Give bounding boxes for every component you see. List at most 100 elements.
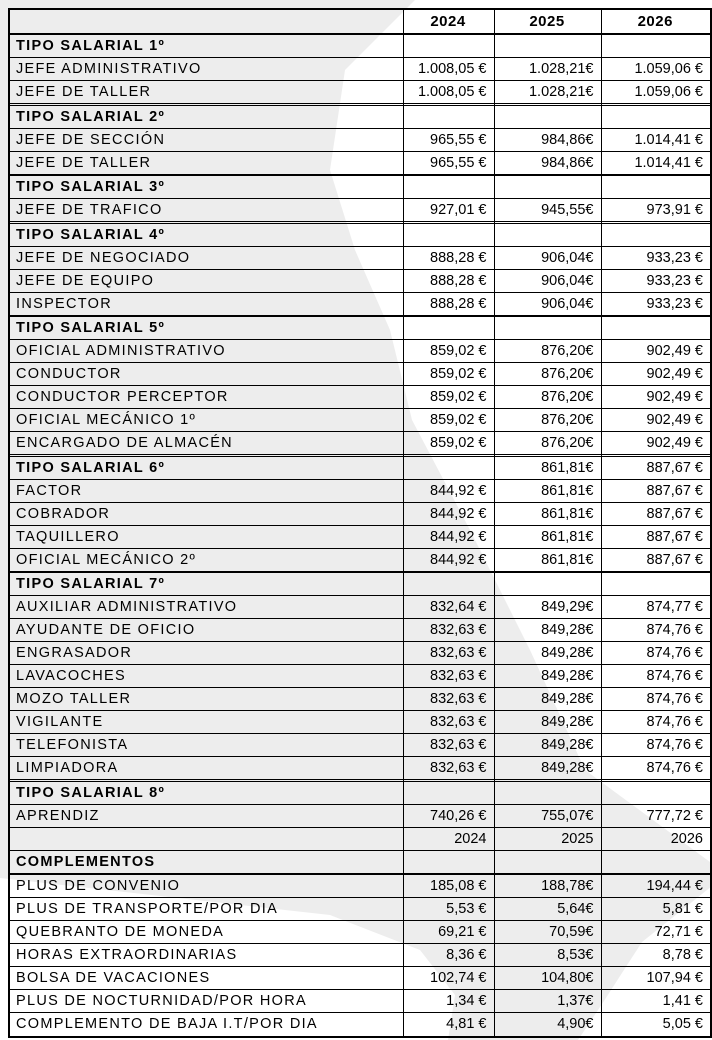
value-cell-2024: 832,63 € xyxy=(402,733,495,758)
value-cell-2026: 107,94 € xyxy=(600,966,712,991)
value-cell-2026: 887,67 € xyxy=(600,478,712,503)
value-cell-2025: 849,28€ xyxy=(493,733,602,758)
row-label-cell: BOLSA DE VACACIONES xyxy=(8,966,404,991)
value-cell-2025: 945,55€ xyxy=(493,198,602,223)
row-label-cell: HORAS EXTRAORDINARIAS xyxy=(8,943,404,968)
table-row: TIPO SALARIAL 2º xyxy=(8,104,712,129)
salary-table: 2024 2025 2026 TIPO SALARIAL 1º JEFE ADMINIS… xyxy=(8,8,712,1038)
value-cell-2024: 859,02 € xyxy=(402,431,495,456)
table-row xyxy=(8,221,712,225)
value-cell-2024: 2024 xyxy=(402,826,495,851)
value-cell-2024 xyxy=(402,455,495,480)
row-label-cell: AYUDANTE DE OFICIO xyxy=(8,618,404,643)
table-row: OFICIAL ADMINISTRATIVO 859,02 €876,20€ 902… xyxy=(8,339,712,364)
row-label-cell: TIPO SALARIAL 4º xyxy=(8,222,404,247)
table-row xyxy=(8,103,712,107)
value-cell-2025: 188,78€ xyxy=(493,874,602,899)
table-row: COBRADOR 844,92 €861,81€ 887,67 € xyxy=(8,501,712,526)
value-cell-2026: 1.014,41 € xyxy=(600,127,712,152)
value-cell-2024: 8,36 € xyxy=(402,943,495,968)
row-label-cell: JEFE DE TRAFICO xyxy=(8,198,404,223)
value-cell-2024 xyxy=(402,316,495,341)
value-cell-2025: 906,04€ xyxy=(493,291,602,316)
table-row: PLUS DE NOCTURNIDAD/POR HORA 1,34 €1,37€ 1… xyxy=(8,989,712,1014)
value-cell-2025: 861,81€ xyxy=(493,455,602,480)
row-label-cell: TIPO SALARIAL 1º xyxy=(8,34,404,59)
value-cell-2026 xyxy=(600,872,712,876)
value-cell-2024: 844,92 € xyxy=(402,478,495,503)
table-row xyxy=(8,872,712,876)
value-cell-2025: 876,20€ xyxy=(493,408,602,433)
value-cell-2026: 902,49 € xyxy=(600,431,712,456)
value-cell-2026: 874,76 € xyxy=(600,641,712,666)
value-cell-2026: 1.014,41 € xyxy=(600,150,712,175)
value-cell-2026: 874,76 € xyxy=(600,664,712,689)
table-row: PLUS DE TRANSPORTE/POR DIA 5,53 €5,64€ 5,8… xyxy=(8,897,712,922)
value-cell-2026 xyxy=(600,572,712,597)
table-row: PLUS DE CONVENIO 185,08 €188,78€ 194,44 € xyxy=(8,874,712,899)
value-cell-2024: 2024 xyxy=(402,8,495,34)
row-label-cell: TAQUILLERO xyxy=(8,524,404,549)
row-label-cell: LAVACOCHES xyxy=(8,664,404,689)
value-cell-2024: 859,02 € xyxy=(402,385,495,410)
table-row xyxy=(8,570,712,574)
row-label-cell: COMPLEMENTO DE BAJA I.T/POR DIA xyxy=(8,1012,404,1038)
row-label-cell: TIPO SALARIAL 3º xyxy=(8,175,404,200)
value-cell-2024: 927,01 € xyxy=(402,198,495,223)
row-label-cell: TELEFONISTA xyxy=(8,733,404,758)
value-cell-2026: 1,41 € xyxy=(600,989,712,1014)
value-cell-2025: 1,37€ xyxy=(493,989,602,1014)
value-cell-2025 xyxy=(493,849,602,874)
table-row xyxy=(8,32,712,36)
value-cell-2026 xyxy=(600,104,712,129)
value-cell-2026 xyxy=(600,222,712,247)
row-label-cell: APRENDIZ xyxy=(8,803,404,828)
value-cell-2026: 874,76 € xyxy=(600,687,712,712)
value-cell-2026: 874,76 € xyxy=(600,710,712,735)
value-cell-2026 xyxy=(600,32,712,36)
value-cell-2025: 849,28€ xyxy=(493,641,602,666)
value-cell-2025: 876,20€ xyxy=(493,431,602,456)
row-label-cell: JEFE DE SECCIÓN xyxy=(8,127,404,152)
row-label-cell: MOZO TALLER xyxy=(8,687,404,712)
value-cell-2024: 832,63 € xyxy=(402,687,495,712)
value-cell-2025: 849,28€ xyxy=(493,664,602,689)
row-label-cell: CONDUCTOR PERCEPTOR xyxy=(8,385,404,410)
value-cell-2026: 887,67 € xyxy=(600,524,712,549)
table-row: APRENDIZ 740,26 €755,07€ 777,72 € xyxy=(8,803,712,828)
table-row: TIPO SALARIAL 7º xyxy=(8,572,712,597)
table-row: JEFE DE TRAFICO 927,01 €945,55€ 973,91 € xyxy=(8,198,712,223)
value-cell-2026: 887,67 € xyxy=(600,455,712,480)
table-row: MOZO TALLER 832,63 €849,28€ 874,76 € xyxy=(8,687,712,712)
value-cell-2025 xyxy=(493,780,602,805)
value-cell-2024: 1.008,05 € xyxy=(402,57,495,82)
value-cell-2026 xyxy=(600,221,712,225)
value-cell-2026: 933,23 € xyxy=(600,291,712,316)
table-row: OFICIAL MECÁNICO 2º 844,92 €861,81€ 887,67… xyxy=(8,547,712,572)
value-cell-2026: 933,23 € xyxy=(600,245,712,270)
value-cell-2026 xyxy=(600,779,712,783)
table-row: 2024 2025 2026 xyxy=(8,8,712,34)
value-cell-2024: 859,02 € xyxy=(402,339,495,364)
row-label-cell: FACTOR xyxy=(8,478,404,503)
value-cell-2025: 876,20€ xyxy=(493,362,602,387)
value-cell-2026: 72,71 € xyxy=(600,920,712,945)
value-cell-2025: 70,59€ xyxy=(493,920,602,945)
row-label-cell: TIPO SALARIAL 5º xyxy=(8,316,404,341)
table-row xyxy=(8,454,712,458)
table-row: TIPO SALARIAL 4º xyxy=(8,222,712,247)
value-cell-2026 xyxy=(600,314,712,318)
value-cell-2024: 69,21 € xyxy=(402,920,495,945)
value-cell-2025: 849,28€ xyxy=(493,687,602,712)
row-label-cell: TIPO SALARIAL 6º xyxy=(8,455,404,480)
row-label-cell: LIMPIADORA xyxy=(8,756,404,781)
table-row: LAVACOCHES 832,63 €849,28€ 874,76 € xyxy=(8,664,712,689)
row-label-cell: ENCARGADO DE ALMACÉN xyxy=(8,431,404,456)
row-label-cell: INSPECTOR xyxy=(8,291,404,316)
value-cell-2025: 861,81€ xyxy=(493,478,602,503)
value-cell-2025: 906,04€ xyxy=(493,268,602,293)
value-cell-2025 xyxy=(493,222,602,247)
table-row: AYUDANTE DE OFICIO 832,63 €849,28€ 874,76 … xyxy=(8,618,712,643)
value-cell-2026: 874,76 € xyxy=(600,733,712,758)
value-cell-2024: 832,64 € xyxy=(402,595,495,620)
